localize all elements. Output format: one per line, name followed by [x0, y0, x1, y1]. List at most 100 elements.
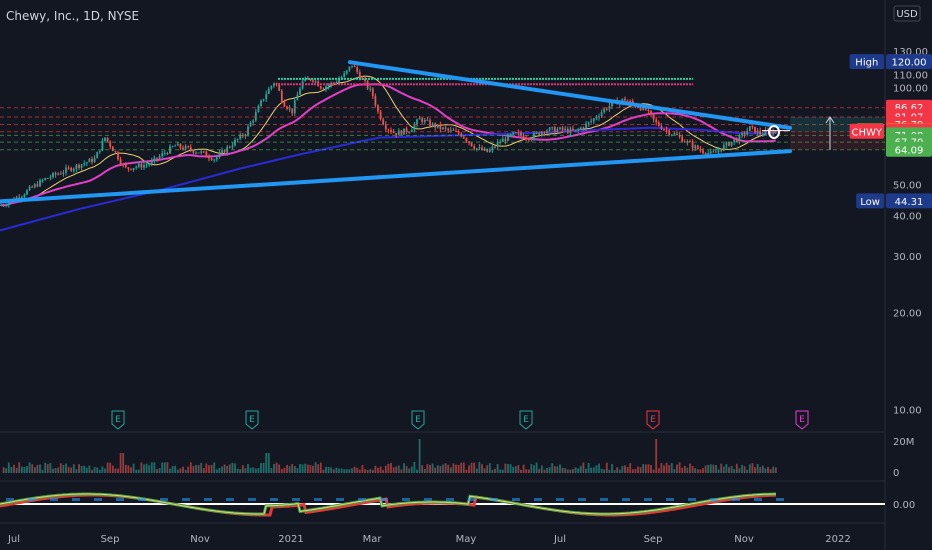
candle-body	[54, 173, 57, 175]
candle-body	[629, 100, 632, 102]
volume-bar	[405, 466, 408, 473]
candle-body	[0, 205, 2, 207]
candle-body	[72, 168, 75, 171]
candle-body	[109, 141, 112, 147]
candle-body	[624, 98, 626, 101]
candle-body	[665, 129, 668, 131]
candle-body	[761, 134, 764, 136]
volume-bar	[444, 463, 447, 473]
volume-bar	[434, 467, 437, 473]
volume-bar	[663, 465, 665, 473]
earnings-marker-label: E	[249, 415, 255, 425]
volume-bar	[187, 466, 190, 473]
candle-body	[533, 133, 535, 139]
candle-body	[319, 86, 322, 89]
volume-bar	[761, 465, 764, 473]
candle-body	[442, 127, 444, 130]
candle-body	[574, 129, 577, 131]
price-axis[interactable]: 10.00 20.00 30.00 40.00 50.00 100.00 110.00 130…	[849, 47, 932, 511]
volume-bar	[416, 469, 418, 473]
volume-bar	[543, 469, 546, 473]
volume-bar	[754, 467, 756, 473]
currency-badge[interactable]	[893, 5, 921, 22]
volume-bar	[629, 463, 632, 473]
candle-body	[70, 167, 73, 171]
volume-bar	[421, 465, 424, 473]
candle-body	[611, 101, 613, 107]
oscillator-histogram-bar	[732, 498, 740, 501]
candle-body	[374, 96, 377, 106]
candle-body	[579, 127, 582, 130]
volume-bar	[124, 464, 127, 473]
volume-bar	[696, 469, 699, 473]
x-tick-label: Sep	[644, 534, 663, 545]
volume-bar	[442, 464, 444, 473]
volume-bar	[361, 465, 364, 473]
candle-body	[179, 143, 182, 148]
volume-bar	[322, 469, 325, 473]
volume-bar	[704, 465, 707, 473]
time-axis[interactable]: Jul Sep Nov 2021 Mar May Jul Sep Nov 2022	[7, 534, 851, 545]
volume-bar	[439, 465, 442, 473]
candle-body	[725, 142, 728, 145]
candle-body	[330, 82, 333, 86]
candle-body	[553, 127, 556, 133]
volume-bar	[546, 468, 548, 473]
volume-bar	[455, 464, 457, 473]
oscillator-histogram-bar	[512, 498, 520, 501]
price-tag-low	[856, 193, 884, 209]
x-tick-label: Nov	[190, 534, 210, 545]
candle-body	[163, 153, 166, 155]
volume-bar	[735, 463, 738, 473]
volume-bar	[75, 469, 78, 473]
candle-body	[174, 145, 177, 147]
candle-body	[527, 138, 530, 140]
volume-bar	[119, 453, 122, 473]
volume-bar	[65, 463, 67, 473]
candle-body	[338, 79, 340, 83]
candle-body	[65, 167, 67, 173]
candle-body	[577, 129, 580, 131]
volume-bar	[273, 463, 275, 473]
volume-bar	[496, 464, 499, 473]
volume-bar	[111, 465, 114, 473]
candle-body	[135, 166, 138, 169]
volume-bar	[491, 469, 494, 473]
candle-body	[559, 127, 561, 130]
volume-bar	[338, 468, 340, 473]
candle-body	[650, 110, 652, 115]
candle-body	[478, 147, 481, 149]
volume-bar	[223, 464, 226, 473]
volume-bar	[93, 466, 96, 473]
candle-body	[117, 152, 119, 160]
volume-bar	[215, 469, 218, 473]
volume-bar	[577, 468, 580, 473]
volume-bar	[689, 463, 691, 473]
volume-bar	[148, 465, 151, 473]
volume-bar	[371, 469, 374, 473]
price-axis-value: 86.62	[895, 103, 924, 114]
candle-body	[166, 153, 169, 155]
lower-trendline	[0, 149, 792, 204]
volume-bar	[127, 465, 130, 473]
volume-bar	[400, 469, 403, 473]
volume-bar	[202, 468, 205, 473]
volume-bar	[452, 463, 455, 473]
volume-bar	[512, 466, 515, 473]
candle-body	[592, 118, 595, 122]
volume-bar	[176, 469, 179, 473]
candle-body	[247, 126, 249, 135]
candle-body	[390, 129, 392, 132]
candle-body	[343, 73, 346, 77]
volume-bar	[166, 462, 169, 473]
candle-body	[46, 178, 49, 180]
candle-body	[431, 123, 434, 126]
candle-body	[239, 134, 242, 139]
volume-bar	[262, 462, 265, 473]
volume-bar	[210, 464, 213, 473]
candle-body	[715, 151, 717, 153]
oscillator-highlight-line	[0, 493, 776, 515]
candle-body	[496, 142, 499, 147]
volume-bar	[197, 464, 200, 473]
